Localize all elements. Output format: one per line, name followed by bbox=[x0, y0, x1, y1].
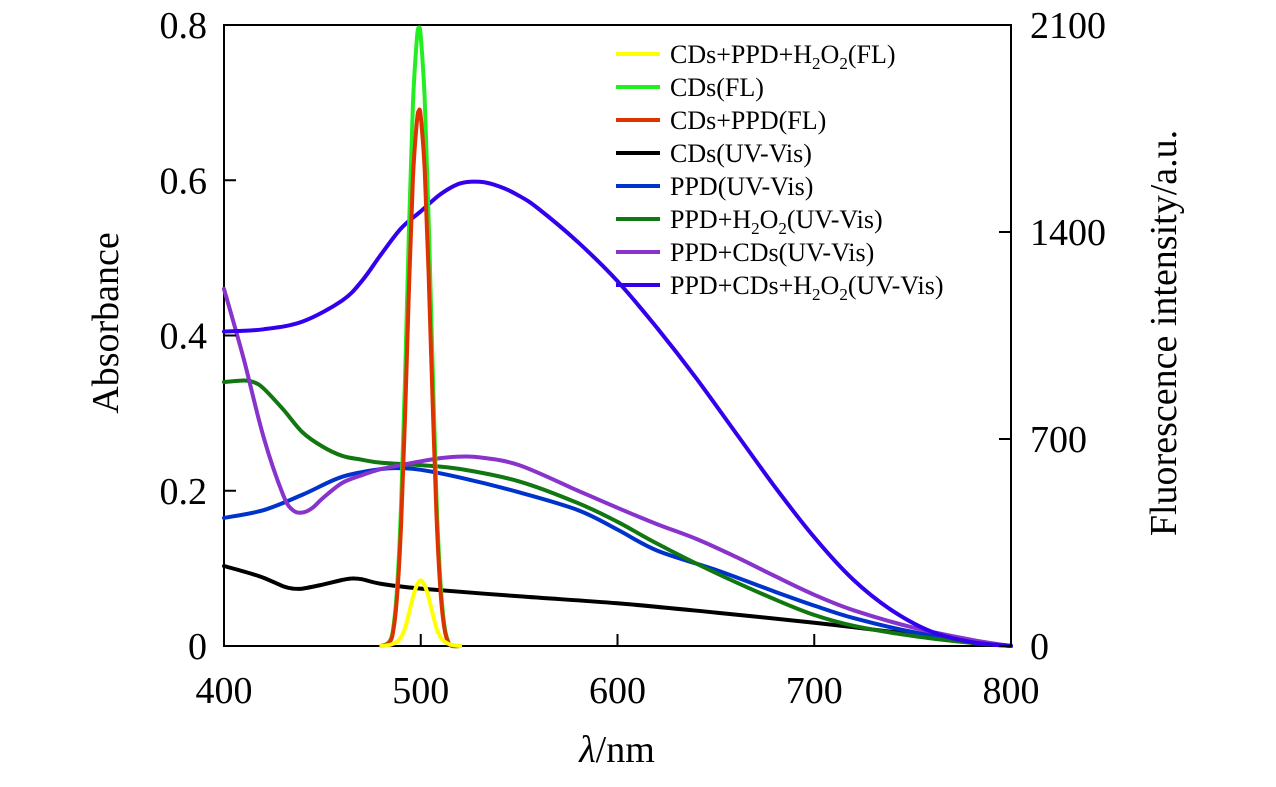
series-line bbox=[222, 378, 1013, 648]
y2-axis-title: Fluorescence intensity/a.u. bbox=[1143, 130, 1185, 536]
series-line bbox=[222, 466, 1013, 648]
x-axis-title-unit: /nm bbox=[596, 729, 655, 771]
x-axis-title-symbol: λ bbox=[578, 729, 595, 771]
legend-label: PPD+H2O2(UV-Vis) bbox=[670, 205, 883, 238]
y-axis-title: Absorbance bbox=[85, 232, 127, 413]
y2-tick-label: 0 bbox=[1030, 626, 1049, 668]
y-tick-label: 0.6 bbox=[160, 160, 208, 202]
x-tick-label: 400 bbox=[196, 670, 253, 712]
legend-label: PPD(UV-Vis) bbox=[670, 172, 813, 201]
y2-tick-label: 2100 bbox=[1030, 5, 1106, 47]
x-tick-label: 600 bbox=[589, 670, 646, 712]
series-layer bbox=[222, 25, 1013, 649]
y-tick-label: 0 bbox=[188, 626, 207, 668]
x-tick-label: 500 bbox=[392, 670, 449, 712]
legend-label: CDs+PPD(FL) bbox=[670, 106, 826, 135]
y-tick-label: 0.2 bbox=[160, 471, 208, 513]
y-tick-label: 0.8 bbox=[160, 5, 208, 47]
series-line bbox=[379, 107, 463, 649]
legend-label: PPD+CDs+H2O2(UV-Vis) bbox=[670, 271, 944, 304]
x-axis-title: λ/nm bbox=[578, 729, 655, 771]
y2-tick-label: 1400 bbox=[1030, 212, 1106, 254]
legend-label: CDs(UV-Vis) bbox=[670, 139, 812, 168]
series-line bbox=[379, 578, 463, 648]
series-line bbox=[222, 286, 1013, 648]
legend-label: CDs(FL) bbox=[670, 73, 764, 102]
y-tick-label: 0.4 bbox=[160, 316, 208, 358]
x-tick-label: 700 bbox=[786, 670, 843, 712]
legend-label: CDs+PPD+H2O2(FL) bbox=[670, 40, 896, 73]
series-line bbox=[222, 564, 1013, 648]
series-line bbox=[222, 179, 1013, 648]
legend-label: PPD+CDs(UV-Vis) bbox=[670, 238, 874, 267]
legend: CDs+PPD+H2O2(FL)CDs(FL) CDs+PPD(FL) CDs(UV… bbox=[616, 40, 944, 304]
y2-tick-label: 700 bbox=[1030, 419, 1087, 461]
x-tick-label: 800 bbox=[983, 670, 1040, 712]
